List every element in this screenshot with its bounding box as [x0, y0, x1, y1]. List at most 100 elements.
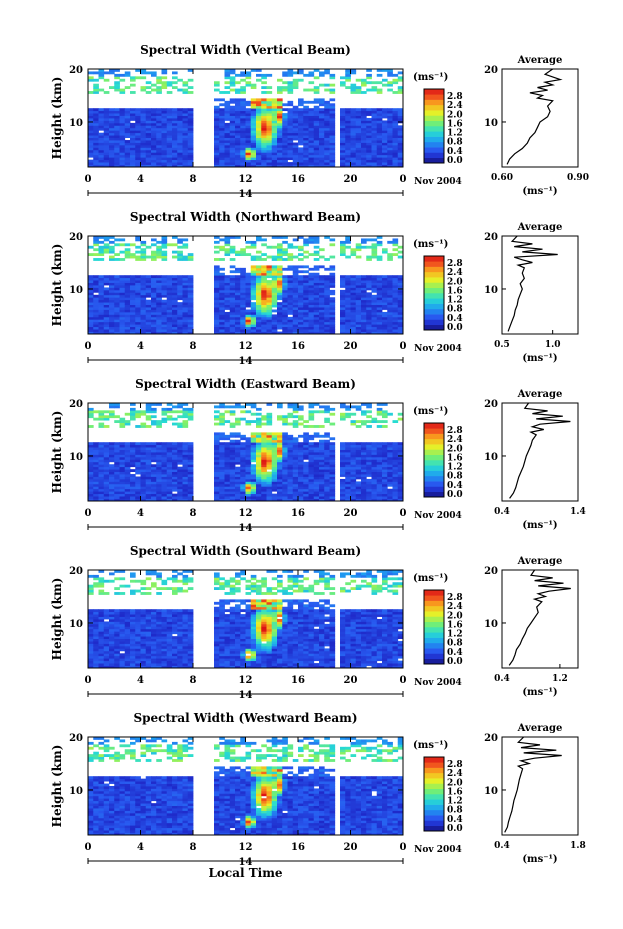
heatmap-cell — [103, 127, 110, 131]
heatmap-cell — [114, 238, 120, 242]
heatmap-cell — [324, 493, 330, 497]
heatmap-cell — [119, 120, 126, 124]
heatmap-cell — [235, 120, 241, 124]
heatmap-cell — [319, 100, 325, 104]
heatmap-cell — [345, 486, 351, 490]
heatmap-cell — [109, 498, 115, 502]
heatmap-cell — [166, 407, 173, 411]
heatmap-cell — [177, 486, 183, 490]
heatmap-cell — [140, 86, 147, 89]
heatmap-cell — [324, 459, 330, 463]
heatmap-cell — [219, 152, 225, 156]
heatmap-cell — [324, 469, 330, 472]
heatmap-cell — [130, 292, 136, 296]
heatmap-cell — [250, 486, 257, 490]
heatmap-cell — [271, 432, 278, 436]
heatmap-cell — [345, 78, 351, 82]
heatmap-cell — [350, 248, 357, 252]
heatmap-cell — [376, 292, 383, 296]
heatmap-cell — [298, 289, 304, 293]
heatmap-cell — [397, 474, 404, 477]
heatmap-cell — [271, 449, 278, 453]
heatmap-cell — [282, 469, 288, 472]
heatmap-cell — [287, 309, 294, 313]
heatmap-cell — [282, 326, 288, 330]
heatmap-cell — [387, 127, 393, 131]
heatmap-cell — [229, 483, 236, 487]
heatmap-cell — [135, 125, 141, 129]
heatmap-cell — [271, 113, 278, 116]
heatmap-cell — [277, 461, 283, 465]
colorbar-segment — [424, 282, 444, 289]
heatmap-cell — [145, 464, 152, 468]
heatmap-cell — [319, 71, 325, 75]
heatmap-cell — [245, 277, 252, 281]
heatmap-cell — [303, 493, 309, 497]
heatmap-cell — [256, 422, 262, 426]
heatmap-cell — [387, 73, 393, 77]
heatmap-cell — [124, 108, 131, 112]
heatmap-cell — [298, 285, 304, 288]
heatmap-cell — [172, 326, 178, 330]
heatmap-cell — [256, 498, 262, 502]
heatmap-cell — [340, 248, 346, 252]
heatmap-cell — [261, 98, 267, 102]
heatmap-cell — [350, 447, 357, 450]
heatmap-cell — [224, 140, 231, 143]
heatmap-cell — [124, 122, 131, 126]
heatmap-cell — [329, 454, 336, 458]
heatmap-cell — [397, 132, 404, 136]
heatmap-cell — [266, 127, 273, 131]
colorbar-segment — [424, 266, 444, 273]
heatmap-cell — [392, 304, 399, 308]
heatmap-cell — [166, 113, 173, 116]
heatmap-cell — [140, 307, 147, 310]
heatmap-cell — [319, 483, 325, 487]
heatmap-cell — [219, 311, 225, 315]
heatmap-cell — [261, 311, 267, 315]
x-tick-label: 16 — [291, 174, 305, 185]
heatmap-cell — [366, 275, 372, 279]
heatmap-cell — [350, 486, 357, 490]
heatmap-cell — [355, 245, 362, 249]
heatmap-cell — [151, 476, 157, 480]
heatmap-cell — [319, 302, 325, 305]
heatmap-cell — [392, 469, 399, 472]
heatmap-cell — [177, 258, 183, 261]
heatmap-cell — [345, 154, 351, 158]
heatmap-cell — [277, 471, 283, 475]
heatmap-cell — [350, 498, 357, 502]
heatmap-cell — [271, 149, 278, 153]
heatmap-cell — [151, 140, 157, 143]
heatmap-cell — [298, 299, 304, 303]
heatmap-cell — [145, 299, 152, 303]
heatmap-cell — [130, 464, 136, 468]
heatmap-cell — [250, 137, 257, 141]
heatmap-cell — [172, 478, 178, 482]
heatmap-cell — [145, 403, 152, 406]
heatmap-cell — [355, 469, 362, 472]
heatmap-cell — [98, 304, 105, 308]
heatmap-cell — [109, 122, 115, 126]
heatmap-cell — [329, 144, 336, 148]
heatmap-cell — [387, 113, 393, 116]
heatmap-cell — [250, 115, 257, 119]
heatmap-cell — [350, 493, 357, 497]
heatmap-cell — [140, 474, 147, 477]
heatmap-cell — [250, 142, 257, 146]
heatmap-cell — [224, 103, 231, 107]
heatmap-cell — [130, 152, 136, 156]
heatmap-cell — [319, 130, 325, 134]
heatmap-cell — [292, 439, 299, 443]
heatmap-cell — [109, 410, 115, 414]
heatmap-cell — [371, 452, 378, 455]
heatmap-cell — [214, 444, 220, 448]
average-frame — [501, 235, 579, 335]
heatmap-cell — [313, 91, 320, 94]
heatmap-cell — [266, 326, 273, 330]
heatmap-cell — [98, 154, 105, 158]
heatmap-cell — [187, 486, 194, 490]
heatmap-cell — [303, 309, 309, 313]
heatmap-cell — [361, 144, 367, 148]
heatmap-cell — [166, 302, 173, 305]
